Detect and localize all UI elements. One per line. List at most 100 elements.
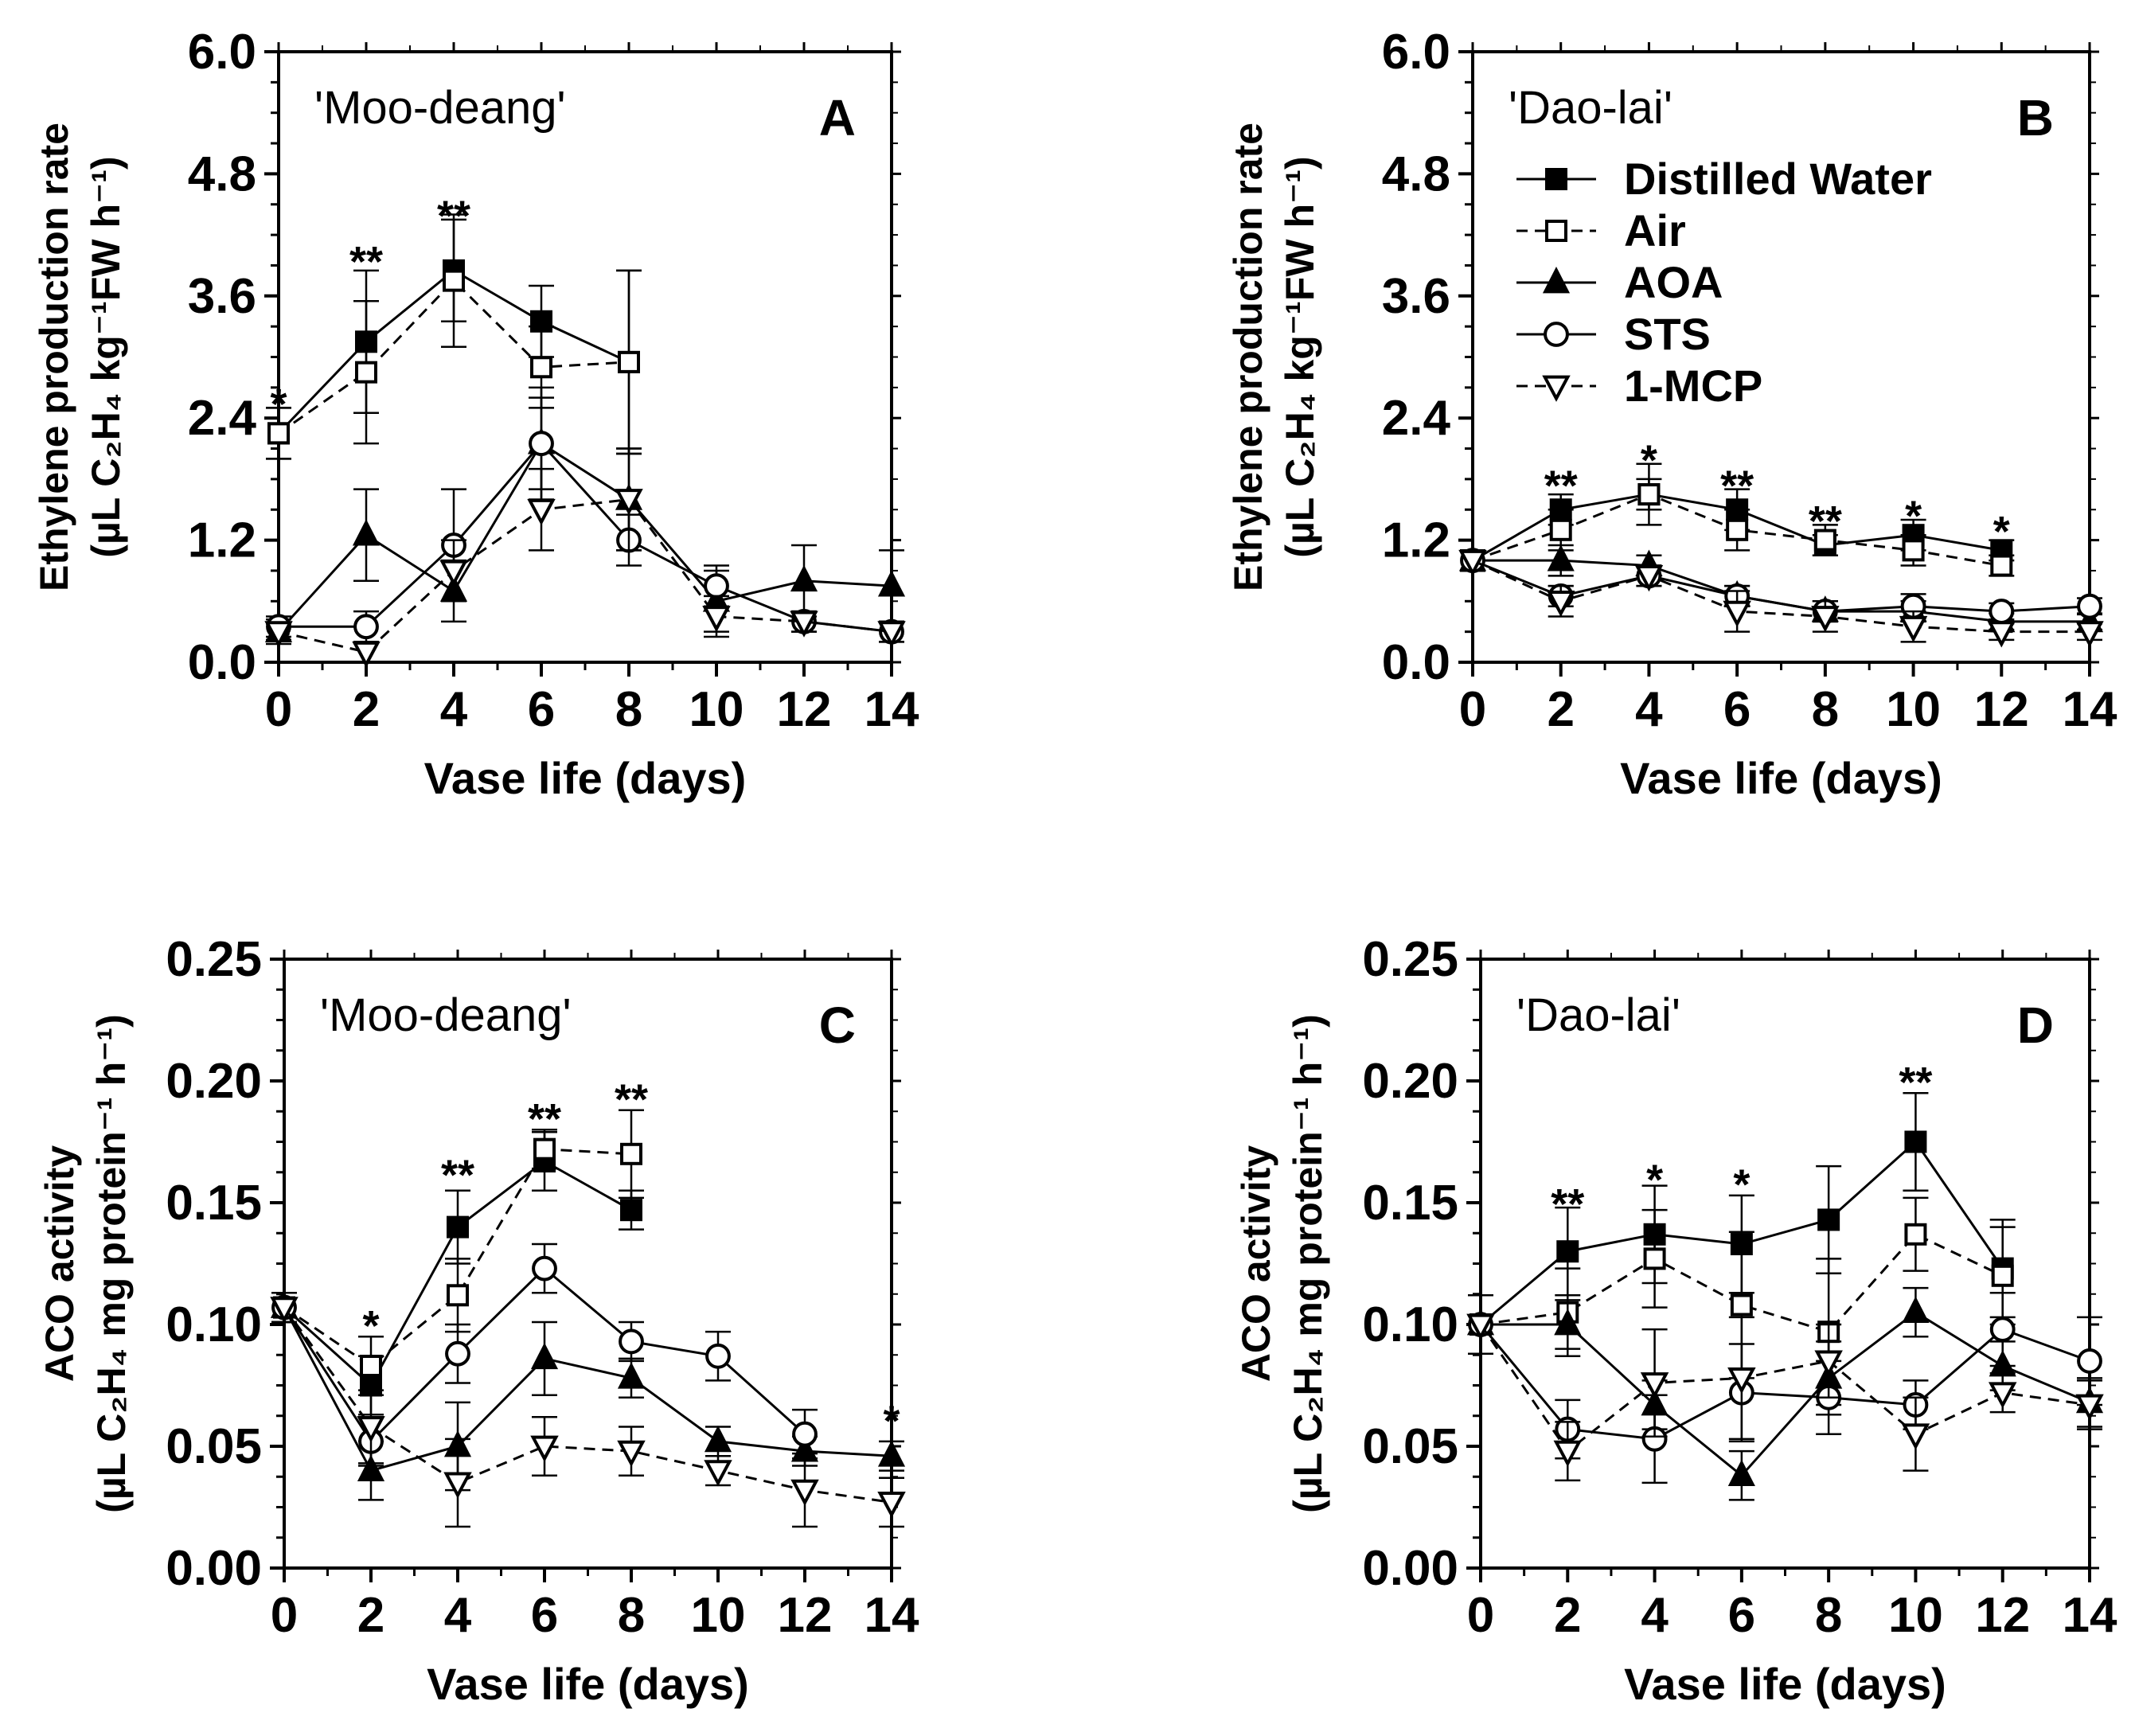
- panel-B: 0.0 1.2 2.4 3.6 4.8 6.0 0 2 4 6 8 10 12 14 Vase life (…: [1226, 25, 2117, 803]
- data-point: [1817, 1208, 1840, 1231]
- y-axis-label: ACO activity: [1234, 1145, 1278, 1383]
- data-point: [790, 611, 818, 638]
- significance-marker: *: [1646, 1156, 1663, 1203]
- plot-frame: [277, 50, 893, 664]
- data-point: [1549, 518, 1572, 541]
- significance-marker: *: [1733, 1161, 1750, 1209]
- y-tick-label: 6.0: [188, 25, 256, 80]
- y-tick-label: 0.00: [1362, 1541, 1458, 1596]
- data-point: [619, 1328, 644, 1355]
- x-tick-label: 8: [618, 1588, 645, 1643]
- series-1-mcp: [270, 1291, 906, 1528]
- data-point: [790, 1479, 819, 1506]
- series-line: [283, 1306, 892, 1473]
- data-point: [2075, 1394, 2104, 1421]
- data-point: [617, 1440, 646, 1467]
- y-tick-label: 0.05: [166, 1419, 262, 1474]
- x-axis-label: Vase life (days): [1624, 1659, 1946, 1709]
- data-point: [1987, 621, 2016, 648]
- data-point: [1814, 1350, 1843, 1377]
- significance-marker: *: [362, 1302, 379, 1350]
- significance-marker: **: [528, 1095, 561, 1143]
- data-point: [270, 1297, 299, 1324]
- data-point: [267, 422, 290, 445]
- y-tick-label: 0.15: [1362, 1176, 1458, 1231]
- series-1-mcp: [264, 447, 906, 669]
- significance-marker: **: [1720, 462, 1754, 509]
- x-tick-label: 12: [1975, 1588, 2030, 1643]
- series-1-mcp: [1466, 1294, 2104, 1482]
- series-aoa: [264, 386, 906, 646]
- data-point: [877, 570, 906, 597]
- x-tick-label: 14: [865, 1588, 919, 1643]
- data-point: [1902, 539, 1925, 562]
- data-point: [532, 1255, 557, 1282]
- panel-C: 0.00 0.05 0.10 0.15 0.20 0.25 0 2 4 6 8 10 12 14 Vase …: [37, 932, 919, 1709]
- y-tick-label: 4.8: [188, 146, 256, 201]
- x-tick-label: 12: [778, 1588, 833, 1643]
- y-tick-label: 0.15: [166, 1176, 262, 1231]
- series-line: [278, 279, 630, 435]
- legend-label: 1-MCP: [1624, 361, 1762, 411]
- data-point: [705, 1343, 731, 1369]
- x-tick-label: 6: [528, 682, 555, 737]
- y-axis-label: Ethylene production rate: [1226, 123, 1270, 591]
- y-axis-unit-label: (µL C₂H₄ kg⁻¹FW h⁻¹): [1278, 156, 1322, 557]
- panel-A: 0.0 1.2 2.4 3.6 4.8 6.0 0 2 4 6 8 10 12 14 Vase life (…: [32, 25, 919, 803]
- x-tick-label: 2: [1547, 682, 1574, 737]
- data-point: [1643, 1247, 1666, 1270]
- legend-marker: [1545, 220, 1567, 242]
- significance-marker: **: [1551, 1180, 1584, 1228]
- panel-D: 0.00 0.05 0.10 0.15 0.20 0.25 0 2 4 6 8 10 12 14 Vase …: [1234, 932, 2117, 1709]
- y-axis-unit-label: (µL C₂H₄ mg protein⁻¹ h⁻¹): [89, 1014, 134, 1513]
- legend-marker: [1544, 322, 1569, 347]
- series-line: [283, 1306, 892, 1504]
- data-point: [1901, 1423, 1930, 1450]
- significance-marker: **: [437, 193, 470, 240]
- y-axis-label: ACO activity: [37, 1145, 82, 1383]
- series-line: [277, 442, 892, 633]
- x-tick-label: 8: [1812, 682, 1839, 737]
- legend-marker: [1542, 266, 1571, 294]
- series-line: [1472, 559, 2090, 634]
- data-point: [530, 356, 552, 379]
- data-point: [1640, 1372, 1669, 1399]
- y-tick-label: 0.00: [166, 1541, 262, 1596]
- cultivar-title: 'Moo-deang': [320, 989, 572, 1041]
- y-tick-label: 0.10: [166, 1297, 262, 1352]
- data-point: [2075, 621, 2104, 648]
- data-point: [790, 564, 818, 592]
- data-point: [877, 621, 906, 648]
- y-tick-label: 1.2: [1382, 513, 1450, 568]
- data-point: [877, 1492, 906, 1519]
- data-point: [1634, 565, 1664, 592]
- y-tick-label: 0.25: [1362, 932, 1458, 987]
- x-tick-label: 14: [2063, 682, 2117, 737]
- series-air: [271, 1109, 644, 1396]
- x-tick-label: 12: [1974, 682, 2029, 737]
- y-tick-label: 0.20: [1362, 1054, 1458, 1109]
- significance-marker: **: [1809, 497, 1842, 545]
- series-1-mcp: [1458, 549, 2104, 648]
- data-point: [1904, 1223, 1927, 1246]
- data-point: [443, 1472, 472, 1499]
- significance-marker: *: [1993, 508, 2010, 556]
- x-tick-label: 14: [865, 682, 919, 737]
- x-axis-label: Vase life (days): [427, 1659, 749, 1709]
- cultivar-title: 'Dao-lai': [1509, 82, 1672, 134]
- data-point: [704, 1425, 732, 1453]
- legend-label: STS: [1624, 309, 1711, 359]
- data-point: [620, 1142, 642, 1165]
- y-axis-label: Ethylene production rate: [32, 123, 76, 591]
- data-point: [530, 1435, 559, 1462]
- x-tick-label: 4: [440, 682, 468, 737]
- data-point: [1547, 544, 1575, 572]
- y-axis-unit-label: (µL C₂H₄ kg⁻¹FW h⁻¹): [84, 156, 128, 557]
- data-point: [704, 1460, 732, 1487]
- x-tick-label: 0: [265, 682, 292, 737]
- significance-marker: **: [615, 1075, 648, 1123]
- cultivar-title: 'Dao-lai': [1516, 989, 1680, 1041]
- panel-letter: B: [2017, 89, 2054, 146]
- series-line: [1481, 1310, 2090, 1477]
